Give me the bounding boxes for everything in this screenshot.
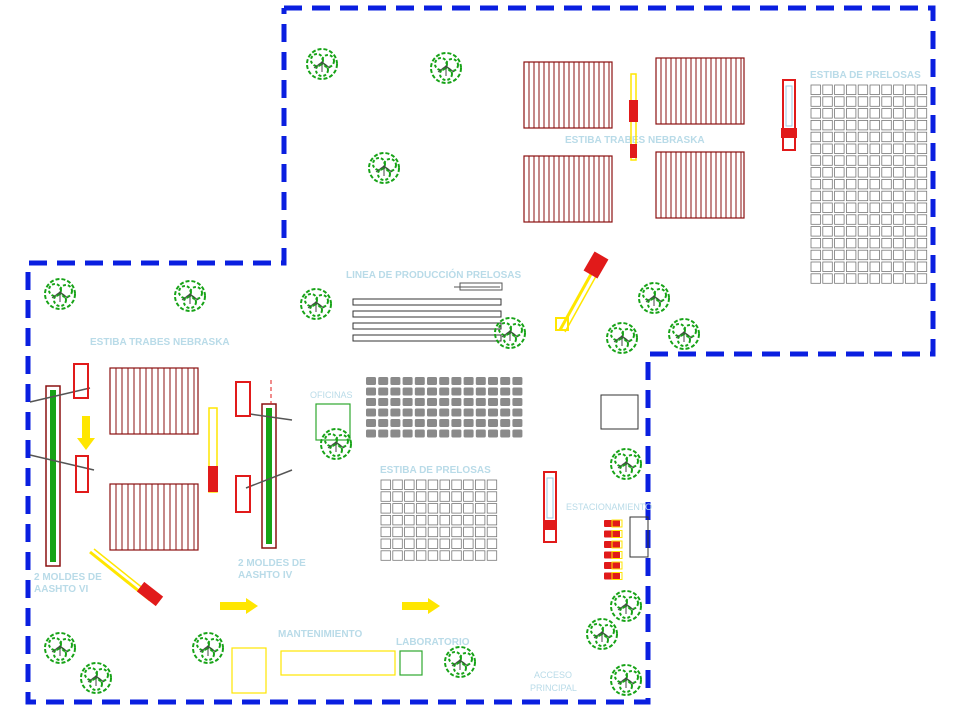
tree-icon [610, 664, 642, 696]
tree-icon [368, 152, 400, 184]
direction-arrow-icon [220, 598, 258, 614]
tree-icon [300, 288, 332, 320]
tree-icon [80, 662, 112, 694]
label-mantenimiento: MANTENIMIENTO [278, 629, 362, 640]
label-estiba-nebraska-left: ESTIBA TRABES NEBRASKA [90, 337, 230, 348]
gantry-crane-icon [555, 251, 609, 333]
vehicle-icon [604, 519, 623, 580]
tree-icon [192, 632, 224, 664]
label-laboratorio: LABORATORIO [396, 637, 470, 648]
tree-icon [320, 428, 352, 460]
label-acceso-2: PRINCIPAL [530, 683, 577, 693]
tree-icon [586, 618, 618, 650]
tree-icon [606, 322, 638, 354]
gantry-crane-icon [543, 471, 557, 543]
mold-aashto-iv [235, 380, 293, 549]
tree-icon [44, 632, 76, 664]
tree-icon [174, 280, 206, 312]
nebraska-stacks-top [523, 57, 745, 223]
oficinas-building [315, 403, 351, 441]
label-moldes-vi-2: AASHTO VI [34, 584, 88, 595]
direction-arrow-icon [402, 598, 440, 614]
label-oficinas: OFICINAS [310, 390, 353, 400]
maintenance-shed [280, 650, 396, 676]
nebraska-stacks-left [109, 367, 199, 551]
label-linea-produccion: LINEA DE PRODUCCIÓN PRELOSAS [346, 268, 522, 281]
prelosas-grid-top [810, 84, 928, 284]
gantry-crane-icon [208, 407, 218, 493]
label-moldes-iv-1: 2 MOLDES DE [238, 558, 306, 569]
label-estiba-nebraska-top: ESTIBA TRABES NEBRASKA [565, 135, 705, 146]
label-estiba-prelosas-top: ESTIBA DE PRELOSAS [810, 70, 921, 81]
parking-gate [629, 516, 649, 558]
tree-icon [444, 646, 476, 678]
label-acceso-1: ACCESO [534, 670, 572, 680]
tree-icon [638, 282, 670, 314]
tree-icon [610, 448, 642, 480]
label-moldes-iv-2: AASHTO IV [238, 570, 293, 581]
equipment-box [600, 394, 639, 430]
mold-aashto-vi [29, 363, 95, 567]
label-moldes-vi-1: 2 MOLDES DE [34, 572, 102, 583]
tree-icon [610, 590, 642, 622]
direction-arrow-icon [77, 416, 95, 450]
label-estacionamiento: ESTACIONAMIENTO [566, 502, 652, 512]
tree-icon [306, 48, 338, 80]
site-boundary [25, 5, 936, 705]
maintenance-building [231, 647, 267, 694]
laboratory-building [399, 650, 423, 676]
gantry-crane-icon [629, 73, 638, 161]
tree-icon [430, 52, 462, 84]
prelosas-grid-mid [380, 479, 498, 561]
tree-icon [668, 318, 700, 350]
label-estiba-prelosas-mid: ESTIBA DE PRELOSAS [380, 465, 491, 476]
production-line [352, 282, 503, 342]
tree-icon [44, 278, 76, 310]
gantry-crane-icon [89, 548, 164, 607]
prelosas-dense-block [366, 377, 523, 438]
gantry-crane-icon [781, 79, 797, 151]
